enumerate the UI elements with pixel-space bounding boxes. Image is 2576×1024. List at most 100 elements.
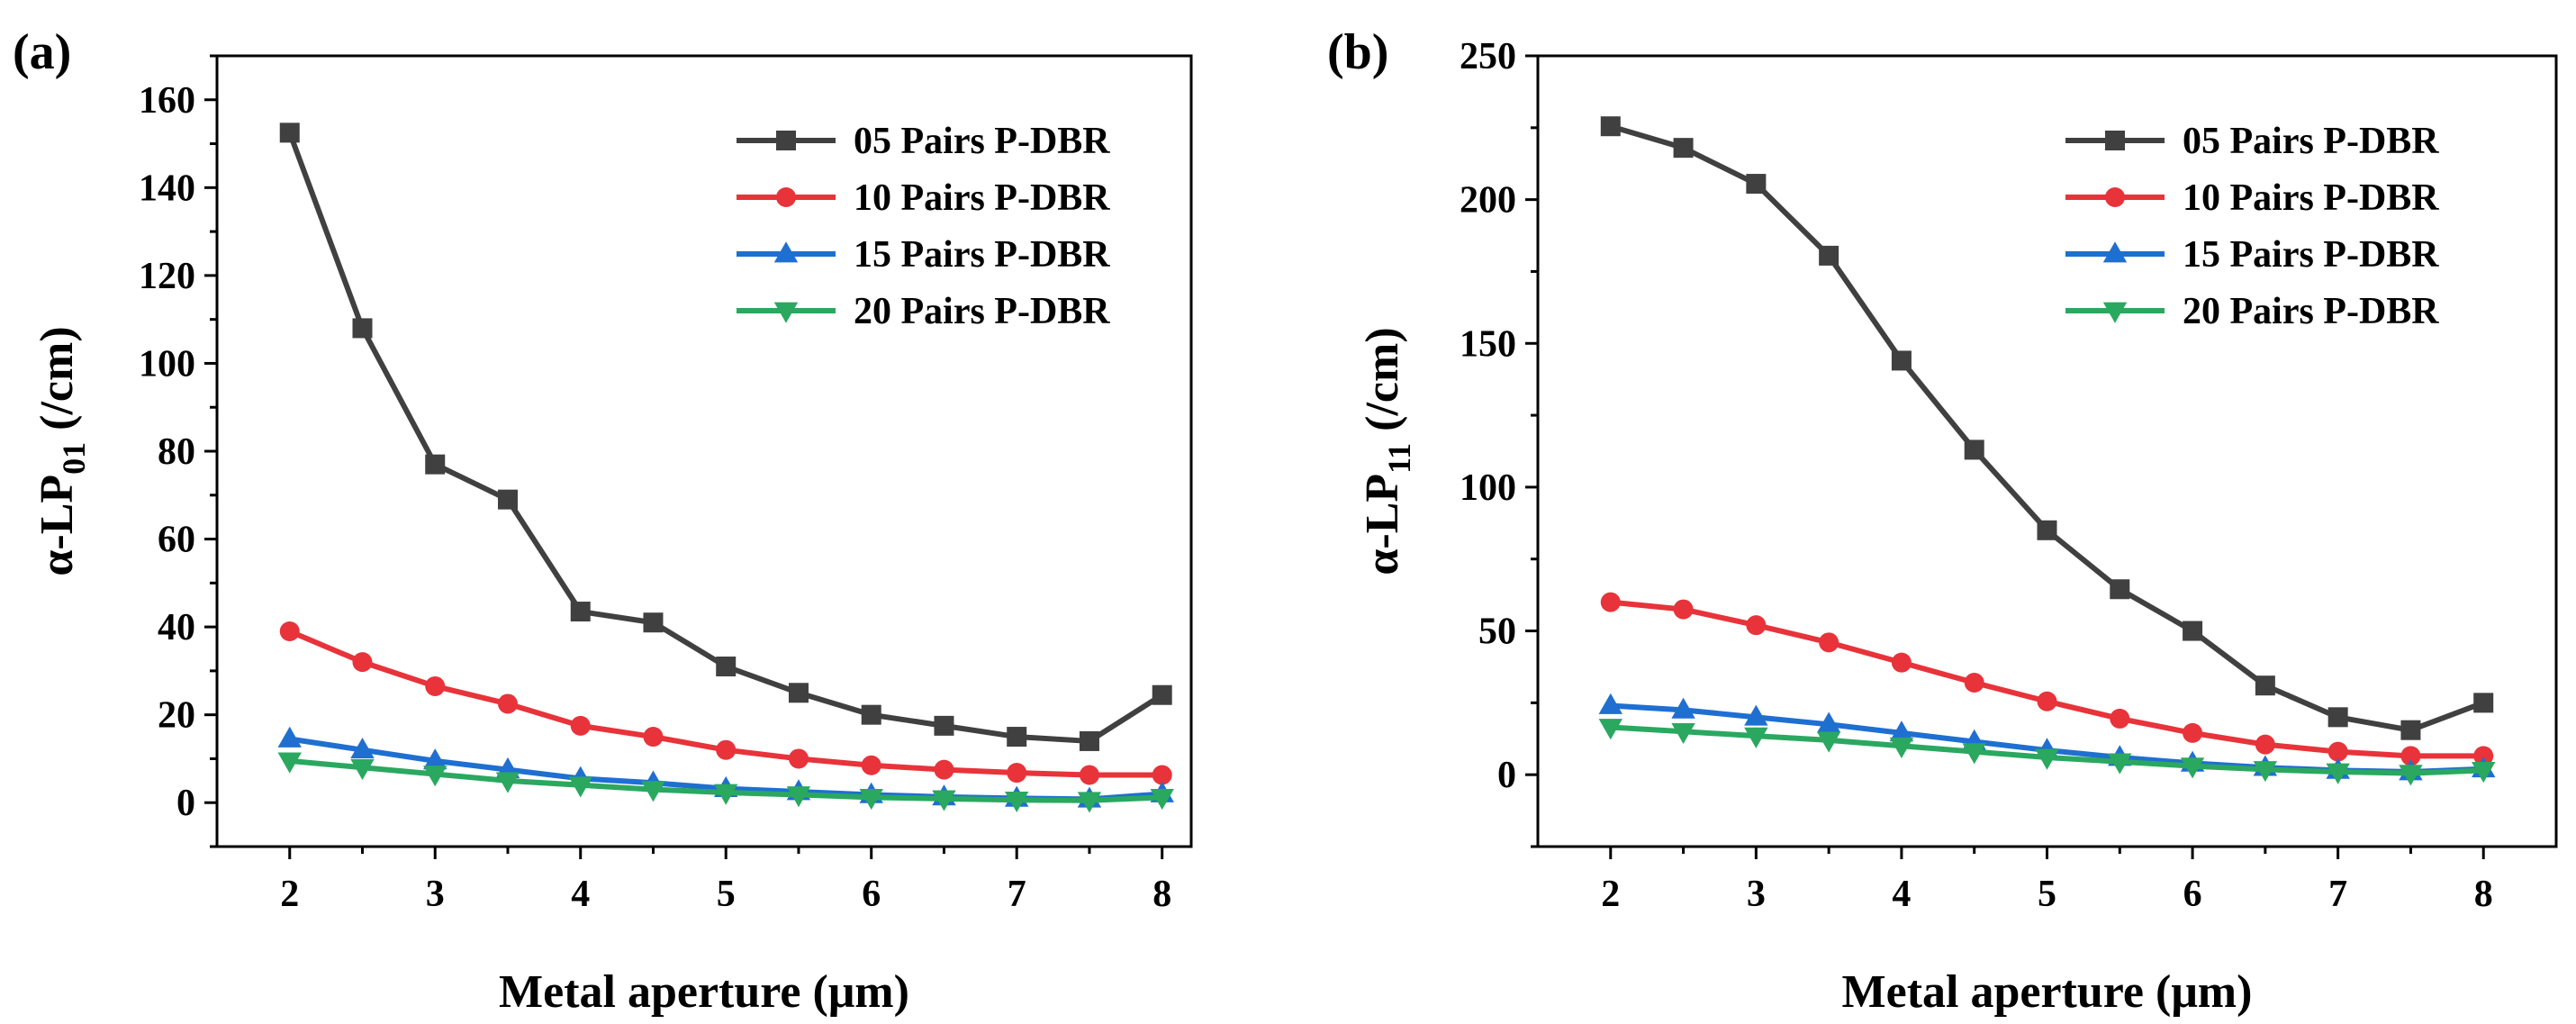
chart-a-data-point [425, 454, 446, 475]
chart-b-data-point [2037, 520, 2057, 540]
chart-a-data-point [1079, 765, 1099, 785]
chart-b-y-tick-label: 50 [1478, 612, 1516, 653]
chart-a-data-point [859, 789, 883, 811]
chart-panel-b: 2 3 4 5 6 7 8 0 50 100 150 200 250 05 Pairs P-DBR 10 P… [1324, 0, 2576, 1019]
chart-a-data-point [423, 766, 447, 787]
chart-b-data-point [2108, 753, 2132, 775]
chart-b-data-point [1673, 138, 1694, 159]
chart-a-y-tick-label: 0 [176, 783, 195, 824]
chart-b-y-axis-title: α-LP11 (/cm) [1357, 327, 1417, 575]
chart-b-x-tick-label: 7 [2328, 874, 2347, 915]
chart-a-data-point [716, 739, 737, 760]
chart-a-data-point [643, 727, 664, 748]
chart-a-data-point [643, 612, 664, 633]
chart-a-data-point [934, 715, 954, 736]
chart-b-legend-label: 15 Pairs P-DBR [2183, 234, 2439, 276]
chart-b-data-point [1671, 722, 1695, 745]
chart-b-data-point [2472, 762, 2496, 784]
chart-a-y-tick-label: 20 [158, 695, 195, 737]
chart-a-data-point [788, 683, 809, 703]
chart-b-data-point [2400, 746, 2421, 766]
chart-b-data-point [2110, 708, 2130, 729]
chart-b-data-point [1598, 719, 1622, 740]
chart-a-legend-marker [776, 187, 796, 207]
chart-a-data-point [495, 772, 520, 793]
chart-a-data-point [861, 755, 881, 775]
chart-b-data-point [2035, 748, 2059, 770]
chart-b-data-point [1816, 731, 1841, 753]
chart-a-data-point [1077, 792, 1102, 813]
chart-b-data-point [2180, 757, 2205, 779]
chart-a-y-tick-label: 60 [158, 520, 195, 561]
chart-b-x-tick-label: 4 [1892, 874, 1911, 915]
chart-a-data-point [279, 621, 300, 641]
chart-b-data-point [1744, 704, 1768, 726]
chart-b-y-tick-label: 0 [1497, 755, 1516, 796]
chart-b-data-point [2327, 741, 2348, 762]
chart-b-svg: 2 3 4 5 6 7 8 0 50 100 150 200 250 05 Pairs P-DBR 10 P… [1327, 24, 2558, 1018]
chart-b-data-point [1962, 743, 1986, 765]
chart-a-y-tick-label: 40 [158, 607, 195, 648]
chart-a-legend-label: 10 Pairs P-DBR [854, 177, 1110, 219]
chart-a-data-point [1152, 684, 1172, 705]
chart-a-data-point [570, 715, 591, 736]
chart-b-legend-label: 05 Pairs P-DBR [2183, 121, 2439, 162]
chart-b-y-tick-label: 100 [1460, 467, 1516, 509]
chart-a-data-point [1079, 730, 1099, 751]
chart-b-x-axis-title: Metal aperture (μm) [1842, 966, 2253, 1018]
chart-b-data-point [2327, 707, 2348, 728]
chart-a-legend-marker [773, 302, 799, 323]
chart-b-data-point [2110, 579, 2130, 600]
chart-b-data-point [1889, 737, 1914, 759]
chart-a-data-point [277, 752, 302, 774]
chart-b-series-0 [1600, 116, 2494, 740]
chart-a-legend-marker [776, 131, 796, 150]
chart-a-y-tick-label: 160 [139, 80, 195, 122]
chart-a-x-tick-label: 3 [426, 874, 445, 915]
chart-a-y-tick-label: 120 [139, 256, 195, 297]
chart-a-data-point [352, 318, 373, 339]
chart-a-data-point [861, 704, 881, 725]
chart-b-panel-label: (b) [1327, 24, 1388, 80]
chart-a-data-point [350, 737, 375, 759]
chart-b-legend-label: 20 Pairs P-DBR [2183, 291, 2439, 332]
chart-a-x-tick-label: 4 [571, 874, 590, 915]
chart-b-data-point [2400, 720, 2421, 740]
chart-a-plot-frame [215, 54, 1193, 848]
chart-b-data-point [1744, 727, 1768, 748]
chart-a-data-point [788, 748, 809, 769]
chart-a-data-point [1152, 765, 1172, 785]
chart-b-data-point [1964, 440, 1984, 460]
chart-b-y-tick-label: 200 [1460, 180, 1516, 222]
chart-b-x-tick-label: 5 [2038, 874, 2056, 915]
chart-b-data-point [1819, 632, 1839, 653]
chart-a-x-axis-title: Metal aperture (μm) [499, 966, 909, 1018]
chart-b-data-point [2255, 675, 2275, 696]
chart-b-x-tick-label: 8 [2474, 874, 2493, 915]
chart-b-data-point [1600, 116, 1621, 137]
chart-b-y-tick-label: 250 [1460, 36, 1516, 77]
chart-a-data-point [1007, 727, 1027, 748]
chart-a-legend-label: 20 Pairs P-DBR [854, 291, 1110, 332]
chart-a-x-tick-label: 5 [717, 874, 736, 915]
chart-a-data-point [1007, 763, 1027, 784]
chart-b-legend-label: 10 Pairs P-DBR [2183, 177, 2439, 219]
chart-a-data-point [350, 758, 375, 780]
chart-b-data-point [1671, 697, 1695, 719]
chart-a-y-axis-title: α-LP01 (/cm) [32, 326, 92, 575]
chart-a-data-point [425, 675, 446, 696]
chart-a-data-point [641, 781, 665, 802]
chart-a-y-tick-label: 100 [139, 343, 195, 385]
chart-a-x-tick-label: 2 [280, 874, 299, 915]
chart-b-data-point [1891, 350, 1912, 371]
chart-a-y-tick-label: 80 [158, 431, 195, 473]
chart-b-data-point [2183, 621, 2203, 641]
chart-a-data-point [423, 748, 447, 770]
chart-b-x-tick-label: 6 [2183, 874, 2202, 915]
chart-a-series-0 [279, 122, 1172, 751]
chart-a-legend-label: 05 Pairs P-DBR [854, 121, 1110, 162]
chart-b-data-point [1746, 615, 1767, 636]
chart-b-data-point [1746, 174, 1767, 195]
chart-a-data-point [497, 693, 518, 714]
